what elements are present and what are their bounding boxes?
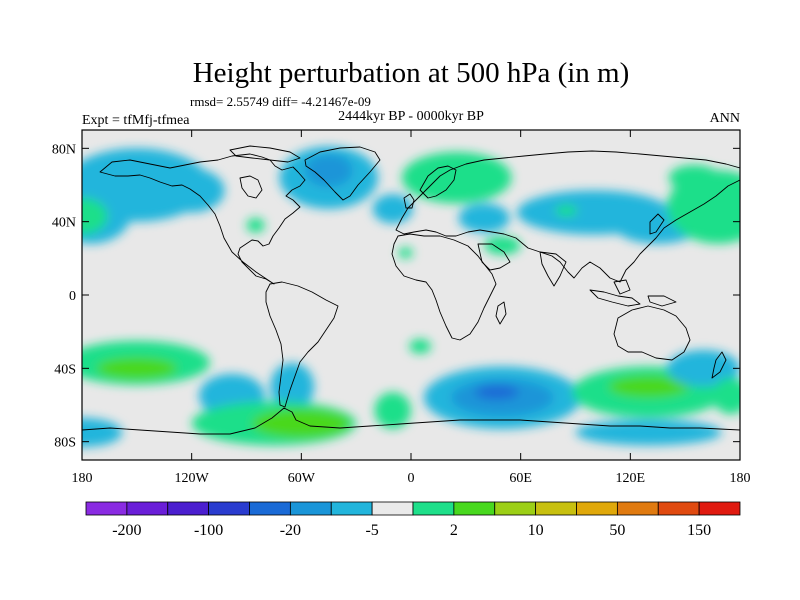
field-anomaly-10 xyxy=(484,236,521,255)
colorbar-swatch xyxy=(412,501,455,516)
field-anomaly-8 xyxy=(401,152,512,204)
axis-ticks: 80N 40N 0 40S 80S 180 120W 60W 0 60E 120E 180 xyxy=(52,130,751,486)
coast-australia xyxy=(613,305,691,361)
lat-tick-label: 0 xyxy=(69,289,76,304)
coast-india xyxy=(539,251,567,287)
field-anomaly-14 xyxy=(555,205,578,217)
field-anomaly-6 xyxy=(372,194,413,224)
colorbar-label: -100 xyxy=(194,522,223,539)
colorbar-swatch xyxy=(167,501,210,516)
colorbar-swatch xyxy=(698,501,741,516)
field-anomaly-27 xyxy=(474,384,519,400)
colorbar-swatch xyxy=(126,501,169,516)
colorbar: -200 -100 -20 -5 2 10 50 150 xyxy=(85,501,741,539)
lon-tick-label: 120W xyxy=(175,471,210,486)
lon-tick-label: 120E xyxy=(616,471,646,486)
colorbar-swatch xyxy=(576,501,618,516)
coast-africa xyxy=(391,233,497,341)
colorbar-swatch xyxy=(371,501,414,516)
coast-south-america xyxy=(265,281,339,408)
colorbar-label: -20 xyxy=(280,522,301,539)
coast-japan xyxy=(649,213,665,235)
coast-hudson-bay xyxy=(239,175,263,199)
field-anomaly-33 xyxy=(712,377,740,415)
map-plot-area: 80N 40N 0 40S 80S 180 120W 60W 0 60E 120E 180 xyxy=(52,129,751,486)
field-anomaly-2 xyxy=(82,197,108,235)
lat-tick-label: 40S xyxy=(54,362,76,377)
field-anomaly-29 xyxy=(608,375,689,398)
field-anomaly-5 xyxy=(304,153,353,187)
field-anomaly-9 xyxy=(458,203,510,233)
lon-tick-label: 0 xyxy=(408,471,415,486)
colorbar-swatch xyxy=(535,501,577,516)
field-anomaly-18 xyxy=(96,357,178,380)
field-anomaly-31 xyxy=(575,419,722,446)
coast-new-zealand xyxy=(711,351,727,379)
lon-tick-label: 180 xyxy=(730,471,751,486)
coast-arctic-islands xyxy=(229,145,301,163)
coast-greenland xyxy=(304,146,381,201)
colorbar-label: 150 xyxy=(687,522,711,539)
lat-tick-label: 40N xyxy=(52,216,76,231)
field-anomaly-30 xyxy=(666,350,740,387)
coast-antarctica xyxy=(82,407,740,435)
field-anomaly-32 xyxy=(82,417,123,448)
coast-britain xyxy=(403,193,415,209)
lon-tick-label: 60W xyxy=(288,471,316,486)
field-anomaly-11 xyxy=(398,247,413,259)
colorbar-label: -200 xyxy=(112,522,141,539)
field-anomaly-16 xyxy=(668,164,720,191)
coastlines xyxy=(82,145,740,435)
colorbar-swatch xyxy=(249,501,291,516)
colorbar-label: 50 xyxy=(609,522,625,539)
map-title: Height perturbation at 500 hPa (in m) xyxy=(193,57,630,89)
coast-north-america xyxy=(99,153,306,285)
lat-tick-label: 80S xyxy=(54,436,76,451)
coast-new-guinea xyxy=(647,295,677,307)
colorbar-swatch xyxy=(289,501,332,516)
field-anomaly-23 xyxy=(374,392,411,429)
stats-text: rmsd= 2.55749 diff= -4.21467e-09 xyxy=(190,94,371,109)
period-text: 2444kyr BP - 0000kyr BP xyxy=(338,109,484,124)
field-anomaly-22 xyxy=(251,408,351,439)
colorbar-swatch xyxy=(85,501,128,516)
coast-scandinavia xyxy=(419,165,457,199)
coast-borneo xyxy=(613,279,631,295)
lat-tick-label: 80N xyxy=(52,142,76,157)
coast-arabia xyxy=(477,243,511,271)
colorbar-swatch xyxy=(494,501,537,516)
season-label: ANN xyxy=(710,111,740,126)
experiment-label: Expt = tfMfj-tfmea xyxy=(82,113,190,128)
colorbar-swatch xyxy=(616,501,659,516)
colorbar-swatch xyxy=(330,501,373,516)
coast-madagascar xyxy=(495,301,507,325)
colorbar-swatch xyxy=(657,501,700,516)
field-anomaly-7 xyxy=(246,218,265,233)
height-field xyxy=(82,146,740,448)
coast-indonesia xyxy=(589,289,641,307)
colorbar-swatch xyxy=(208,501,250,516)
colorbar-label: 10 xyxy=(528,522,544,539)
colorbar-swatch xyxy=(453,501,496,516)
lon-tick-label: 60E xyxy=(509,471,532,486)
colorbar-label: 2 xyxy=(450,522,458,539)
coast-eurasia xyxy=(395,150,740,283)
colorbar-label: -5 xyxy=(365,522,378,539)
lon-tick-label: 180 xyxy=(72,471,93,486)
field-anomaly-24 xyxy=(409,339,432,354)
